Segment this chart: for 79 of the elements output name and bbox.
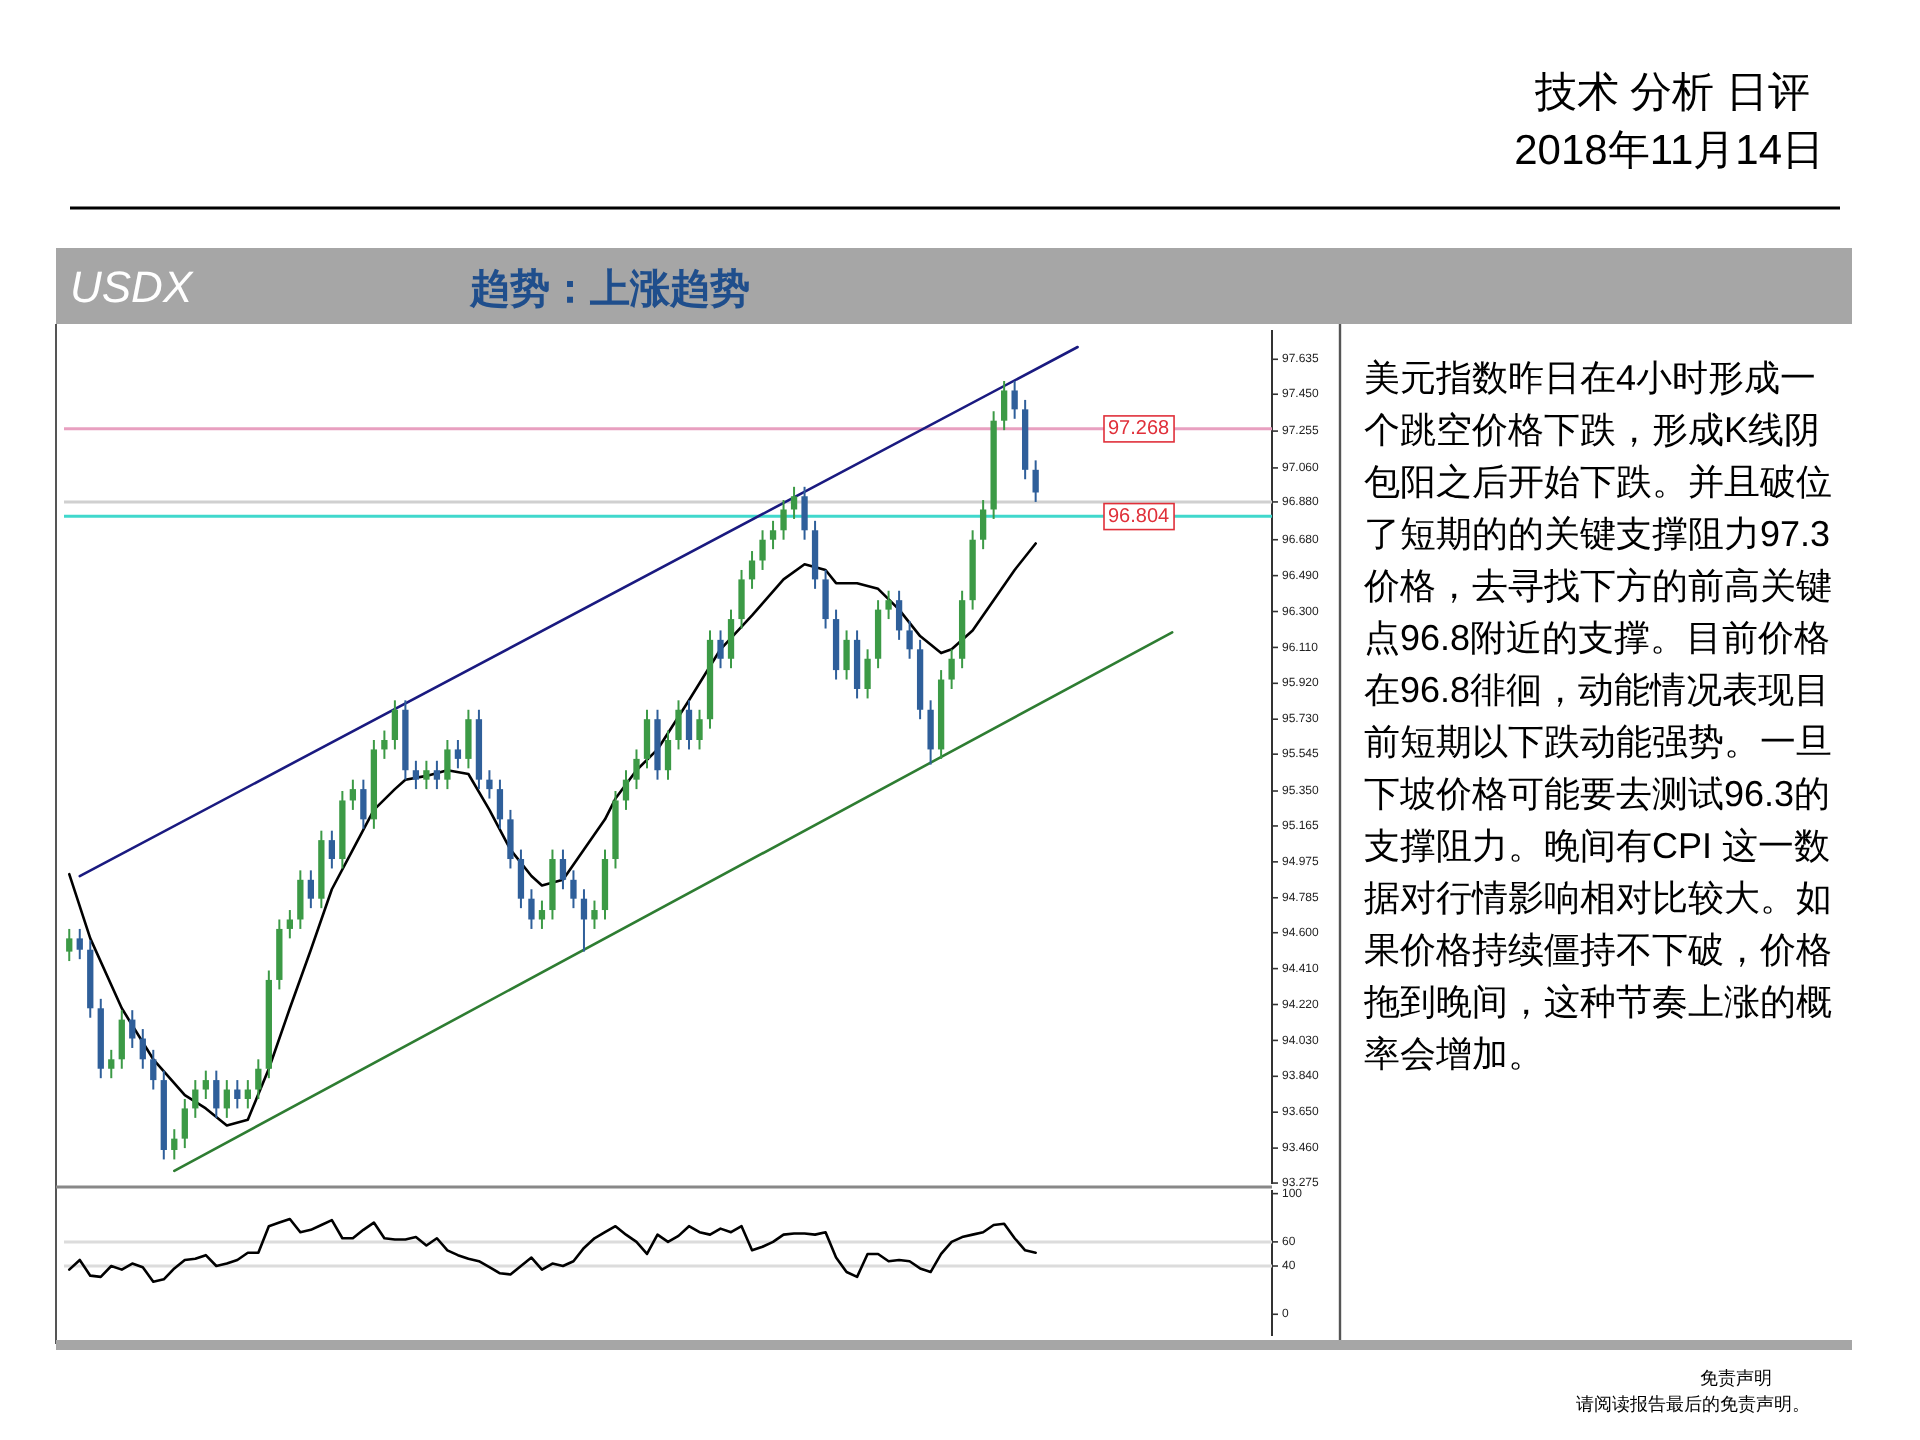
candlestick bbox=[643, 708, 651, 770]
candlestick bbox=[538, 899, 546, 930]
candlestick bbox=[780, 499, 787, 541]
candlestick bbox=[717, 629, 724, 670]
candlestick bbox=[244, 1079, 251, 1110]
candlestick bbox=[66, 927, 73, 963]
candlestick bbox=[622, 769, 630, 811]
candlestick bbox=[790, 485, 798, 520]
candlestick bbox=[129, 1009, 136, 1049]
candlestick bbox=[801, 485, 808, 541]
candlestick bbox=[255, 1058, 262, 1100]
candlestick bbox=[948, 648, 955, 690]
candlestick bbox=[234, 1079, 241, 1110]
candlestick bbox=[108, 1048, 115, 1080]
line-series bbox=[67, 542, 1037, 1127]
candlestick bbox=[486, 769, 493, 800]
candlestick bbox=[349, 778, 357, 811]
candlestick bbox=[570, 869, 577, 910]
candlestick bbox=[412, 759, 420, 791]
candlestick bbox=[696, 708, 703, 751]
candlestick bbox=[360, 778, 367, 830]
candlestick bbox=[1000, 380, 1008, 432]
candlestick bbox=[580, 888, 588, 953]
candlestick bbox=[507, 808, 514, 870]
candlestick bbox=[727, 608, 735, 670]
candlestick bbox=[381, 729, 388, 760]
candlestick bbox=[906, 619, 913, 660]
text: 技术 分析 日评 bbox=[1532, 70, 1810, 116]
candlestick bbox=[1011, 380, 1018, 420]
text: 2018年11月14日 bbox=[1514, 128, 1824, 174]
candlestick bbox=[675, 699, 682, 751]
candlestick bbox=[528, 888, 535, 930]
chart-title: USDX bbox=[70, 262, 195, 312]
candlestick bbox=[423, 759, 430, 791]
candlestick bbox=[465, 708, 472, 770]
candlestick bbox=[297, 869, 304, 930]
candlestick bbox=[822, 568, 829, 630]
candlestick bbox=[559, 848, 567, 891]
ref-line-label: 96.804 bbox=[1108, 505, 1171, 528]
candlestick bbox=[517, 848, 525, 910]
candlestick bbox=[738, 568, 745, 630]
candlestick bbox=[591, 899, 598, 930]
candlestick bbox=[979, 499, 987, 551]
candlestick bbox=[895, 589, 903, 641]
candlestick bbox=[433, 759, 441, 791]
candlestick bbox=[864, 648, 871, 700]
line-series bbox=[67, 1217, 1037, 1283]
chart-subtitle: 趋势：上涨趋势 bbox=[468, 268, 750, 312]
candlestick bbox=[633, 748, 640, 791]
candlestick bbox=[192, 1079, 199, 1119]
candlestick bbox=[150, 1048, 157, 1091]
candlestick bbox=[685, 699, 693, 751]
candlestick bbox=[748, 550, 756, 590]
candlestick bbox=[927, 699, 934, 766]
candlestick bbox=[307, 869, 314, 910]
candlestick bbox=[118, 1009, 125, 1070]
candlestick bbox=[328, 829, 336, 870]
candlestick bbox=[181, 1097, 188, 1150]
candlestick bbox=[496, 778, 504, 830]
candlestick bbox=[171, 1128, 178, 1161]
ref-line-label: 97.268 bbox=[1108, 417, 1171, 440]
candlestick bbox=[286, 909, 293, 940]
candlestick bbox=[213, 1069, 220, 1119]
candlestick bbox=[885, 589, 892, 621]
text: 请阅读报告最后的免责声明。 bbox=[1576, 1394, 1810, 1414]
text: 免责声明 bbox=[1700, 1368, 1772, 1388]
candlestick bbox=[444, 739, 451, 791]
candlestick bbox=[76, 927, 83, 961]
candlestick bbox=[391, 699, 399, 751]
candlestick bbox=[664, 729, 672, 781]
candlestick bbox=[223, 1079, 230, 1119]
candlestick bbox=[454, 739, 462, 770]
candlestick bbox=[843, 629, 850, 681]
candlestick bbox=[139, 1028, 146, 1070]
candlestick bbox=[759, 529, 766, 571]
text: 美元指数昨日在4小时形成一个跳空价格下跌，形成K线阴包阳之后开始下跌。并且破位了短期的的关键支撑阻力97.3价格，去寻找下方的前高关键点96.8附近的支撑。目前价格在96.8徘徊，动能情况表现目前短期以下跌动能强势。一旦下坡价格可能要去测试96.3的支撑阻力。晚间有CPI 这一数据对行情影响相对比较大。如果价格持续僵持不下破，价格拖到晚间，这种节奏上涨的概率会增加。 bbox=[1364, 358, 1832, 1074]
candlestick bbox=[769, 519, 777, 551]
candlestick bbox=[202, 1069, 209, 1100]
candlestick bbox=[1032, 459, 1039, 503]
